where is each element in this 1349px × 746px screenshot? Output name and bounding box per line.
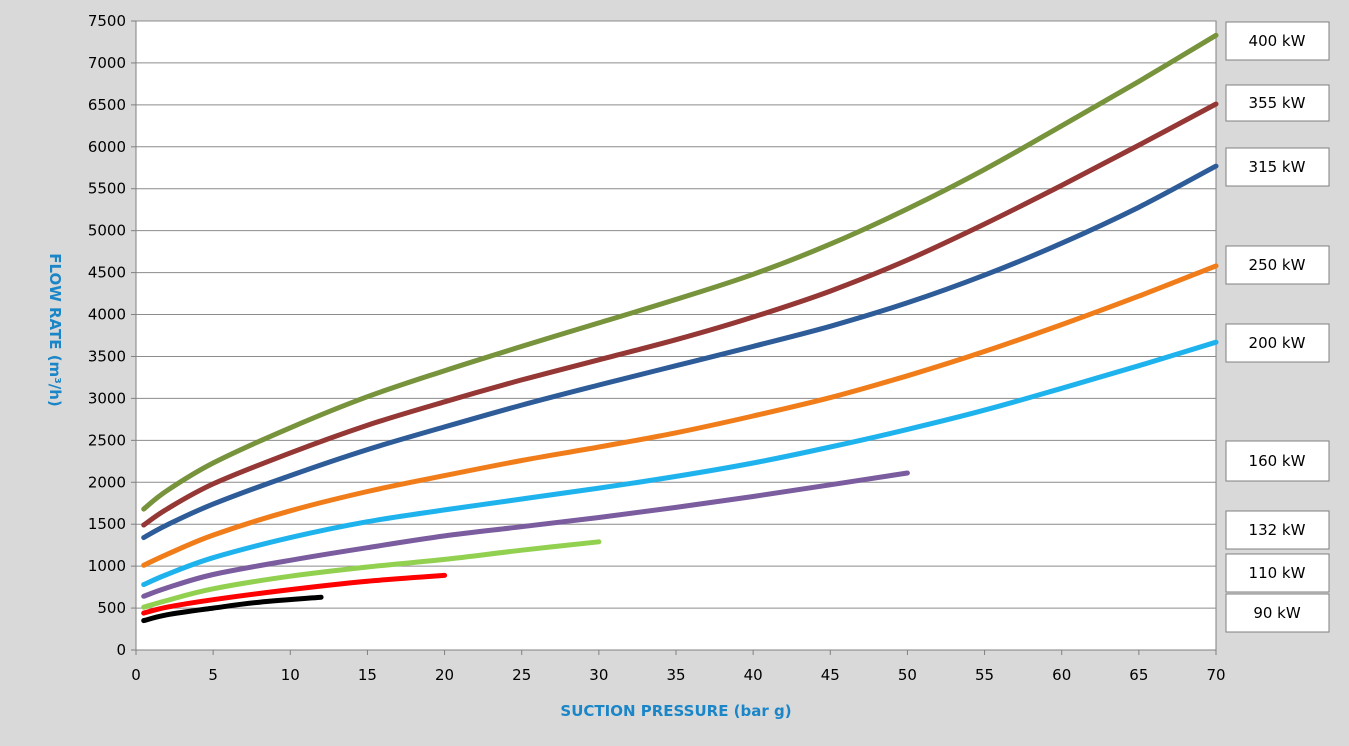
y-tick-label: 4000 — [88, 306, 126, 324]
y-axis-label: FLOW RATE (m³/h) — [46, 253, 64, 407]
y-tick-label: 5000 — [88, 222, 126, 240]
y-tick-label: 500 — [97, 599, 126, 617]
series-line-160-kw — [141, 470, 910, 599]
y-tick-label: 1000 — [88, 557, 126, 575]
x-tick-label: 70 — [1206, 666, 1225, 684]
series-line-400-kw — [141, 32, 1219, 512]
x-tick-label: 10 — [281, 666, 300, 684]
y-tick-label: 7000 — [88, 54, 126, 72]
y-tick-label: 5500 — [88, 180, 126, 198]
legend-box — [1225, 147, 1330, 187]
x-tick-label: 35 — [666, 666, 685, 684]
x-tick-label: 65 — [1129, 666, 1148, 684]
x-tick-label: 55 — [975, 666, 994, 684]
x-tick-label: 15 — [358, 666, 377, 684]
legend-label: 250 kW — [1249, 256, 1306, 274]
axes — [135, 21, 1217, 655]
series-line-250-kw — [141, 263, 1219, 568]
y-tick-label: 6500 — [88, 96, 126, 114]
series-line-355-kw — [141, 101, 1219, 528]
legend-label: 200 kW — [1249, 334, 1306, 352]
y-tick-label: 3500 — [88, 347, 126, 365]
legend-label: 110 kW — [1249, 564, 1306, 582]
series-line-200-kw — [141, 339, 1219, 588]
legend-box — [1225, 440, 1330, 482]
y-tick-label: 3000 — [88, 389, 126, 407]
legend-box — [1225, 593, 1330, 633]
y-tick-label: 7500 — [88, 12, 126, 30]
legend-box — [1225, 245, 1330, 285]
series-line-315-kw — [141, 163, 1219, 541]
legend-label: 400 kW — [1249, 32, 1306, 50]
legend-box — [1225, 510, 1330, 550]
legend-label: 132 kW — [1249, 521, 1306, 539]
gridlines — [131, 20, 1216, 651]
series-line-110-kw — [141, 572, 448, 616]
x-tick-label: 25 — [512, 666, 531, 684]
x-tick-label: 50 — [898, 666, 917, 684]
legend-label: 160 kW — [1249, 452, 1306, 470]
x-tick-labels: 0 5 10 15 20 25 30 35 40 45 50 55 60 65 70 — [131, 666, 1225, 684]
legend-label: 90 kW — [1253, 604, 1301, 622]
x-tick-label: 20 — [435, 666, 454, 684]
y-tick-label: 2000 — [88, 473, 126, 491]
legend-box — [1225, 323, 1330, 363]
y-tick-label: 4500 — [88, 264, 126, 282]
legend-box — [1225, 21, 1330, 61]
y-tick-label: 2500 — [88, 431, 126, 449]
legend-label: 315 kW — [1249, 158, 1306, 176]
x-tick-label: 30 — [589, 666, 608, 684]
y-tick-labels: 0 500 1000 1500 2000 2500 3000 3500 4000 4500 5000… — [88, 12, 126, 659]
plot-area — [135, 20, 1217, 651]
series-line-132-kw — [141, 539, 602, 610]
legend-label: 355 kW — [1249, 94, 1306, 112]
y-tick-label: 1500 — [88, 515, 126, 533]
x-tick-label: 60 — [1052, 666, 1071, 684]
y-tick-label: 6000 — [88, 138, 126, 156]
x-tick-label: 45 — [821, 666, 840, 684]
legend-box — [1225, 553, 1330, 593]
x-tick-label: 5 — [208, 666, 218, 684]
x-tick-label: 40 — [744, 666, 763, 684]
series-line-90-kw — [141, 594, 324, 624]
series-lines — [141, 32, 1219, 624]
x-axis-label: SUCTION PRESSURE (bar g) — [560, 702, 791, 720]
legend: 400 kW 355 kW 315 kW 250 kW 200 kW 160 kW 132 … — [1225, 21, 1330, 633]
x-tick-label: 0 — [131, 666, 141, 684]
legend-box — [1225, 84, 1330, 122]
y-tick-label: 0 — [116, 641, 126, 659]
